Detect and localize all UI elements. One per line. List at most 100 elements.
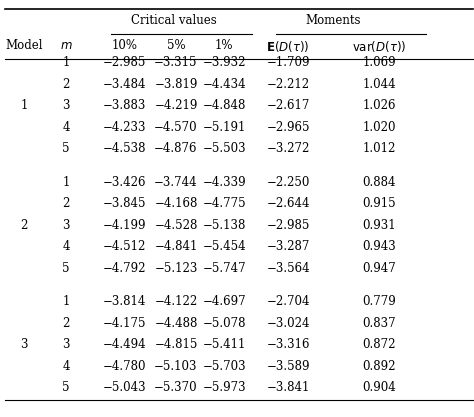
Text: 4: 4 xyxy=(63,360,70,373)
Text: 0.892: 0.892 xyxy=(363,360,396,373)
Text: −4.199: −4.199 xyxy=(103,219,146,232)
Text: −4.494: −4.494 xyxy=(103,338,146,352)
Text: −5.123: −5.123 xyxy=(154,262,198,275)
Text: −2.617: −2.617 xyxy=(266,99,310,112)
Text: −2.965: −2.965 xyxy=(266,121,310,134)
Text: 4: 4 xyxy=(63,240,70,254)
Text: −2.704: −2.704 xyxy=(266,295,310,308)
Text: 0.947: 0.947 xyxy=(362,262,396,275)
Text: −5.454: −5.454 xyxy=(202,240,246,254)
Text: −2.212: −2.212 xyxy=(266,78,310,91)
Text: 1%: 1% xyxy=(215,40,233,53)
Text: 0.884: 0.884 xyxy=(363,176,396,189)
Text: −4.815: −4.815 xyxy=(154,338,198,352)
Text: −5.191: −5.191 xyxy=(202,121,246,134)
Text: −2.985: −2.985 xyxy=(103,56,146,69)
Text: −4.512: −4.512 xyxy=(103,240,146,254)
Text: −5.747: −5.747 xyxy=(202,262,246,275)
Text: −3.845: −3.845 xyxy=(103,197,146,210)
Text: −3.589: −3.589 xyxy=(266,360,310,373)
Text: 2: 2 xyxy=(63,78,70,91)
Text: 10%: 10% xyxy=(111,40,137,53)
Text: −4.848: −4.848 xyxy=(202,99,246,112)
Text: −3.814: −3.814 xyxy=(103,295,146,308)
Text: −5.370: −5.370 xyxy=(154,382,198,394)
Text: 2: 2 xyxy=(63,197,70,210)
Text: −3.564: −3.564 xyxy=(266,262,310,275)
Text: 5: 5 xyxy=(63,382,70,394)
Text: 0.779: 0.779 xyxy=(362,295,396,308)
Text: −3.819: −3.819 xyxy=(154,78,198,91)
Text: 1: 1 xyxy=(63,176,70,189)
Text: 5%: 5% xyxy=(167,40,185,53)
Text: 3: 3 xyxy=(20,338,28,352)
Text: −4.775: −4.775 xyxy=(202,197,246,210)
Text: −4.219: −4.219 xyxy=(154,99,198,112)
Text: 1: 1 xyxy=(63,295,70,308)
Text: −4.780: −4.780 xyxy=(103,360,146,373)
Text: 0.904: 0.904 xyxy=(362,382,396,394)
Text: −3.316: −3.316 xyxy=(266,338,310,352)
Text: 1.026: 1.026 xyxy=(363,99,396,112)
Text: 4: 4 xyxy=(63,121,70,134)
Text: 0.837: 0.837 xyxy=(362,317,396,330)
Text: 3: 3 xyxy=(63,99,70,112)
Text: −4.792: −4.792 xyxy=(103,262,146,275)
Text: −3.883: −3.883 xyxy=(103,99,146,112)
Text: −3.426: −3.426 xyxy=(103,176,146,189)
Text: −4.168: −4.168 xyxy=(154,197,198,210)
Text: −1.709: −1.709 xyxy=(266,56,310,69)
Text: −4.488: −4.488 xyxy=(154,317,198,330)
Text: −4.434: −4.434 xyxy=(202,78,246,91)
Text: $m$: $m$ xyxy=(60,40,73,53)
Text: −3.272: −3.272 xyxy=(266,142,310,156)
Text: −4.538: −4.538 xyxy=(103,142,146,156)
Text: Moments: Moments xyxy=(306,14,361,27)
Text: 3: 3 xyxy=(63,219,70,232)
Text: −4.339: −4.339 xyxy=(202,176,246,189)
Text: −5.103: −5.103 xyxy=(154,360,198,373)
Text: −4.175: −4.175 xyxy=(103,317,146,330)
Text: −3.932: −3.932 xyxy=(202,56,246,69)
Text: −3.744: −3.744 xyxy=(154,176,198,189)
Text: −3.287: −3.287 xyxy=(266,240,310,254)
Text: −2.985: −2.985 xyxy=(266,219,310,232)
Text: 1.069: 1.069 xyxy=(362,56,396,69)
Text: 1.044: 1.044 xyxy=(362,78,396,91)
Text: 0.915: 0.915 xyxy=(362,197,396,210)
Text: −3.841: −3.841 xyxy=(266,382,310,394)
Text: −2.250: −2.250 xyxy=(266,176,310,189)
Text: −5.138: −5.138 xyxy=(202,219,246,232)
Text: 2: 2 xyxy=(63,317,70,330)
Text: Critical values: Critical values xyxy=(131,14,217,27)
Text: −5.411: −5.411 xyxy=(202,338,246,352)
Text: 1.012: 1.012 xyxy=(363,142,396,156)
Text: −3.024: −3.024 xyxy=(266,317,310,330)
Text: 1.020: 1.020 xyxy=(363,121,396,134)
Text: −4.841: −4.841 xyxy=(154,240,198,254)
Text: Model: Model xyxy=(5,40,43,53)
Text: −4.122: −4.122 xyxy=(155,295,198,308)
Text: −5.703: −5.703 xyxy=(202,360,246,373)
Text: 0.872: 0.872 xyxy=(363,338,396,352)
Text: −5.973: −5.973 xyxy=(202,382,246,394)
Text: 0.943: 0.943 xyxy=(362,240,396,254)
Text: 0.931: 0.931 xyxy=(362,219,396,232)
Text: 5: 5 xyxy=(63,262,70,275)
Text: −4.876: −4.876 xyxy=(154,142,198,156)
Text: −3.315: −3.315 xyxy=(154,56,198,69)
Text: $\mathbf{E}(D(\tau))$: $\mathbf{E}(D(\tau))$ xyxy=(266,40,310,55)
Text: 2: 2 xyxy=(20,219,28,232)
Text: −5.503: −5.503 xyxy=(202,142,246,156)
Text: 5: 5 xyxy=(63,142,70,156)
Text: 1: 1 xyxy=(20,99,28,112)
Text: −2.644: −2.644 xyxy=(266,197,310,210)
Text: −4.528: −4.528 xyxy=(154,219,198,232)
Text: 3: 3 xyxy=(63,338,70,352)
Text: −4.570: −4.570 xyxy=(154,121,198,134)
Text: −4.697: −4.697 xyxy=(202,295,246,308)
Text: −5.043: −5.043 xyxy=(103,382,146,394)
Text: 1: 1 xyxy=(63,56,70,69)
Text: −4.233: −4.233 xyxy=(103,121,146,134)
Text: −3.484: −3.484 xyxy=(103,78,146,91)
